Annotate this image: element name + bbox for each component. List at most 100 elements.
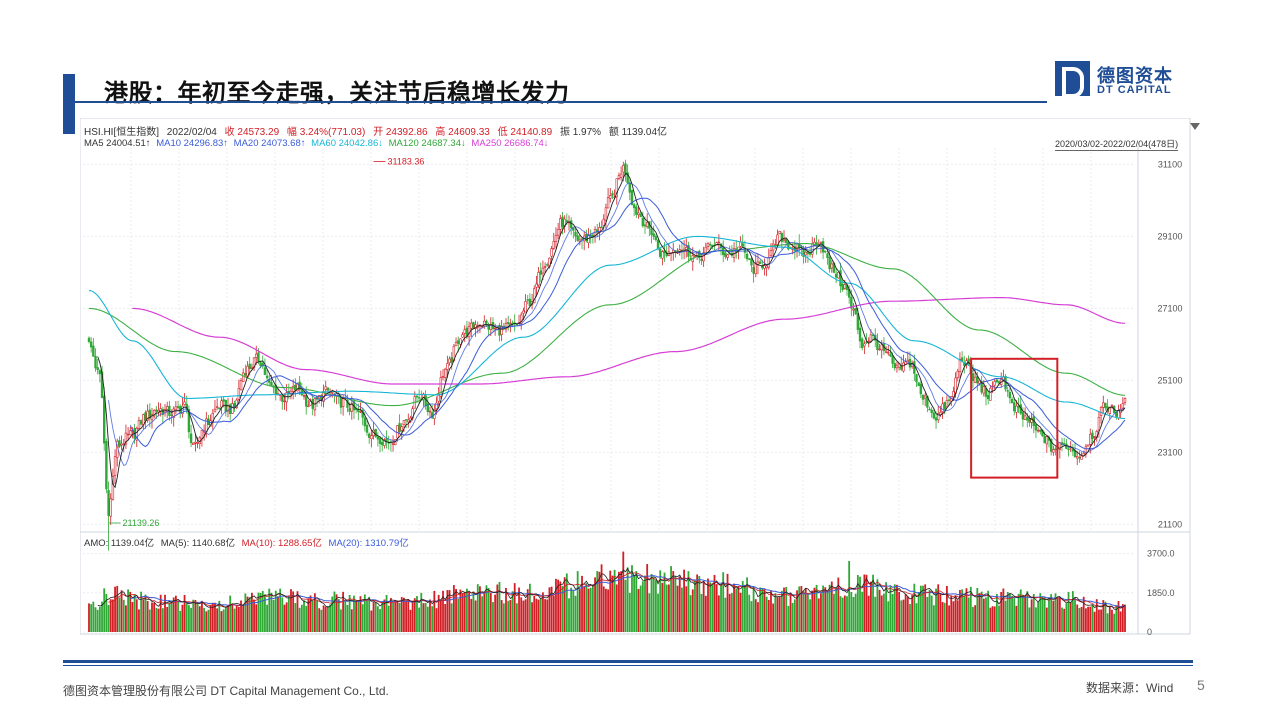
candle-body (867, 340, 870, 343)
dropdown-caret-icon[interactable] (1190, 123, 1200, 130)
candle-body (485, 320, 488, 324)
volume-bar (455, 588, 457, 632)
volume-bar (991, 606, 994, 632)
volume-bar (418, 607, 421, 632)
candle-body (643, 224, 647, 227)
candle-body (995, 379, 999, 383)
volume-bar (639, 585, 642, 632)
ma120-legend: MA120 24687.34↓ (388, 138, 466, 149)
candle-body (645, 222, 649, 227)
candle-body (902, 362, 905, 372)
volume-bar (166, 606, 169, 632)
candle-body (1026, 417, 1029, 421)
candle-body (463, 329, 466, 334)
volume-bar (889, 586, 892, 632)
candle-body (921, 394, 925, 400)
volume-bar (917, 592, 920, 632)
volume-bar (461, 593, 464, 632)
candle-body (105, 440, 108, 490)
volume-bar (800, 586, 803, 632)
volume-bar (222, 609, 225, 632)
candle-body (576, 235, 579, 241)
candle-body (428, 410, 432, 413)
candle-body (370, 435, 373, 440)
date-range-selector[interactable]: 2020/03/02-2022/02/04(478日) (1055, 139, 1179, 151)
candle-body (554, 235, 558, 242)
volume-bar (1004, 600, 1007, 632)
volume-bar (746, 577, 748, 632)
volume-bar (646, 564, 649, 632)
volume-bar (283, 604, 286, 632)
candle-body (1086, 444, 1090, 447)
candle-body (326, 387, 330, 391)
volume-bar (1052, 600, 1055, 632)
volume-bar (1098, 609, 1100, 632)
volume-bar (502, 603, 505, 632)
candle-body (750, 258, 753, 266)
volume-bar (209, 605, 212, 632)
candle-body (150, 414, 154, 421)
candle-body (339, 397, 343, 408)
volume-bar (348, 595, 351, 632)
candle-body (135, 427, 138, 441)
candle-body (850, 297, 853, 309)
candle-body (930, 409, 933, 413)
volume-bar (257, 592, 260, 632)
volume-bar (891, 594, 894, 632)
volume-bar (557, 579, 560, 632)
volume-bar (333, 591, 336, 632)
volume-bar (118, 597, 121, 632)
volume-bar (307, 598, 310, 632)
candle-body (856, 313, 860, 330)
volume-bar (609, 570, 612, 632)
volume-bar (387, 605, 390, 632)
candle-body (617, 175, 621, 179)
volume-bar (109, 599, 112, 632)
volume-bar (878, 589, 881, 632)
volume-bar (674, 575, 677, 632)
volume-bar (561, 586, 564, 632)
candle-body (1078, 457, 1081, 459)
volume-bar (698, 576, 701, 632)
volume-bar (396, 600, 399, 632)
volume-bar (726, 573, 729, 632)
candle-body (524, 301, 527, 313)
volume-bar (188, 605, 190, 632)
volume-bar (939, 593, 942, 632)
volume-bar (479, 586, 481, 632)
candle-body (891, 355, 894, 364)
volume-bar (350, 609, 353, 632)
volume-bar (1035, 607, 1037, 632)
volume-bar (932, 605, 935, 632)
candle-body (1054, 448, 1057, 450)
volume-bar (906, 596, 909, 632)
candle-body (1097, 417, 1101, 431)
candle-body (341, 398, 345, 407)
highlight-box (970, 357, 1059, 479)
volume-bar (972, 606, 974, 632)
candle-body (242, 372, 245, 382)
volume-bar (833, 593, 835, 632)
volume-bar (526, 589, 529, 632)
volume-bar (431, 606, 434, 632)
volume-bar (116, 585, 119, 632)
volume-bar (657, 593, 659, 632)
volume-bar (1121, 604, 1124, 632)
volume-bar (633, 575, 636, 632)
volume-bar (681, 587, 683, 632)
volume-bar (1030, 599, 1033, 632)
volume-bar (164, 594, 166, 632)
logo-mark-icon (1055, 61, 1090, 98)
volume-bar (1056, 597, 1059, 632)
volume-bar (1117, 601, 1120, 632)
volume-bar (867, 595, 870, 632)
volume-bar (507, 600, 510, 632)
volume-bar (548, 587, 551, 632)
candle-body (828, 256, 831, 270)
volume-bar (242, 605, 245, 632)
volume-bar (915, 603, 918, 632)
volume-bar (498, 581, 501, 632)
volume-bar (1006, 591, 1009, 632)
volume-bar (131, 602, 134, 632)
candle-body (980, 381, 983, 393)
